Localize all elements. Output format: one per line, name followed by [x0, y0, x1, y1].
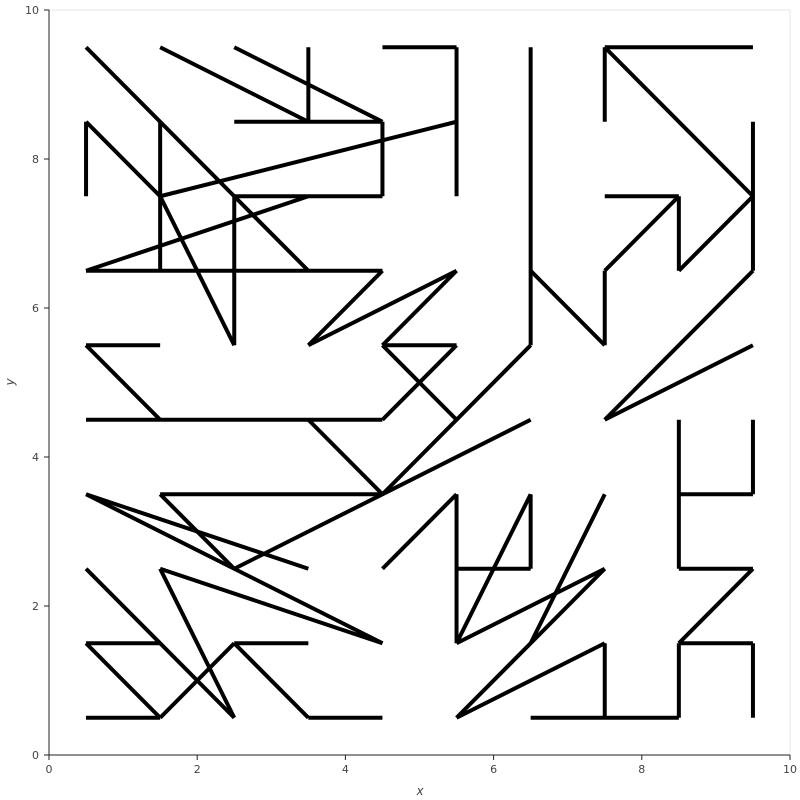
y-axis-ticks: 0 2 4 6 8 10: [25, 4, 49, 762]
y-tick-label: 0: [32, 749, 39, 762]
y-tick-label: 6: [32, 302, 39, 315]
line-segment-9: [159, 119, 458, 199]
x-tick-label: 0: [46, 763, 53, 776]
line-segment-46: [158, 492, 236, 571]
line-segment-26: [84, 343, 162, 422]
y-axis-label: y: [3, 378, 17, 387]
line-segment-10: [85, 194, 309, 273]
line-segment-34: [603, 194, 681, 273]
x-tick-label: 2: [194, 763, 201, 776]
line-segment-30: [381, 343, 533, 496]
line-segment-14: [84, 120, 162, 198]
line-segment-3: [159, 45, 310, 124]
line-segment-20: [307, 268, 458, 348]
x-axis-ticks: 0 2 4 6 8 10: [46, 755, 797, 776]
x-tick-label: 10: [783, 763, 797, 776]
line-segment-48: [159, 566, 384, 646]
y-tick-label: 2: [32, 600, 39, 613]
line-segment-2: [232, 194, 310, 273]
line-segment-37: [677, 194, 755, 273]
line-segment-65: [528, 493, 607, 645]
line-segments: [84, 45, 755, 720]
line-segment-72: [677, 567, 755, 645]
line-segment-24: [381, 343, 458, 422]
line-segment-28: [306, 418, 384, 496]
line-segment-40: [603, 45, 755, 198]
x-tick-label: 4: [342, 763, 349, 776]
y-tick-label: 4: [32, 451, 39, 464]
x-axis-label: x: [415, 784, 424, 798]
x-tick-label: 6: [490, 763, 497, 776]
x-tick-label: 8: [638, 763, 645, 776]
line-segment-42: [603, 269, 755, 422]
line-segment-56: [232, 641, 310, 720]
line-segment-32: [529, 269, 607, 347]
line-segment-66: [455, 641, 606, 720]
line-segment-49: [158, 567, 237, 719]
y-tick-label: 10: [25, 4, 39, 17]
line-segment-63: [455, 566, 606, 646]
y-tick-label: 8: [32, 153, 39, 166]
line-segment-62: [454, 493, 533, 645]
line-segment-19: [306, 269, 384, 347]
line-segment-54: [158, 641, 236, 720]
line-segment-43: [603, 343, 754, 422]
line-segment-47: [233, 417, 532, 571]
line-segment-58: [381, 492, 458, 571]
line-segment-21: [381, 269, 458, 347]
line-segment-52: [84, 641, 162, 720]
